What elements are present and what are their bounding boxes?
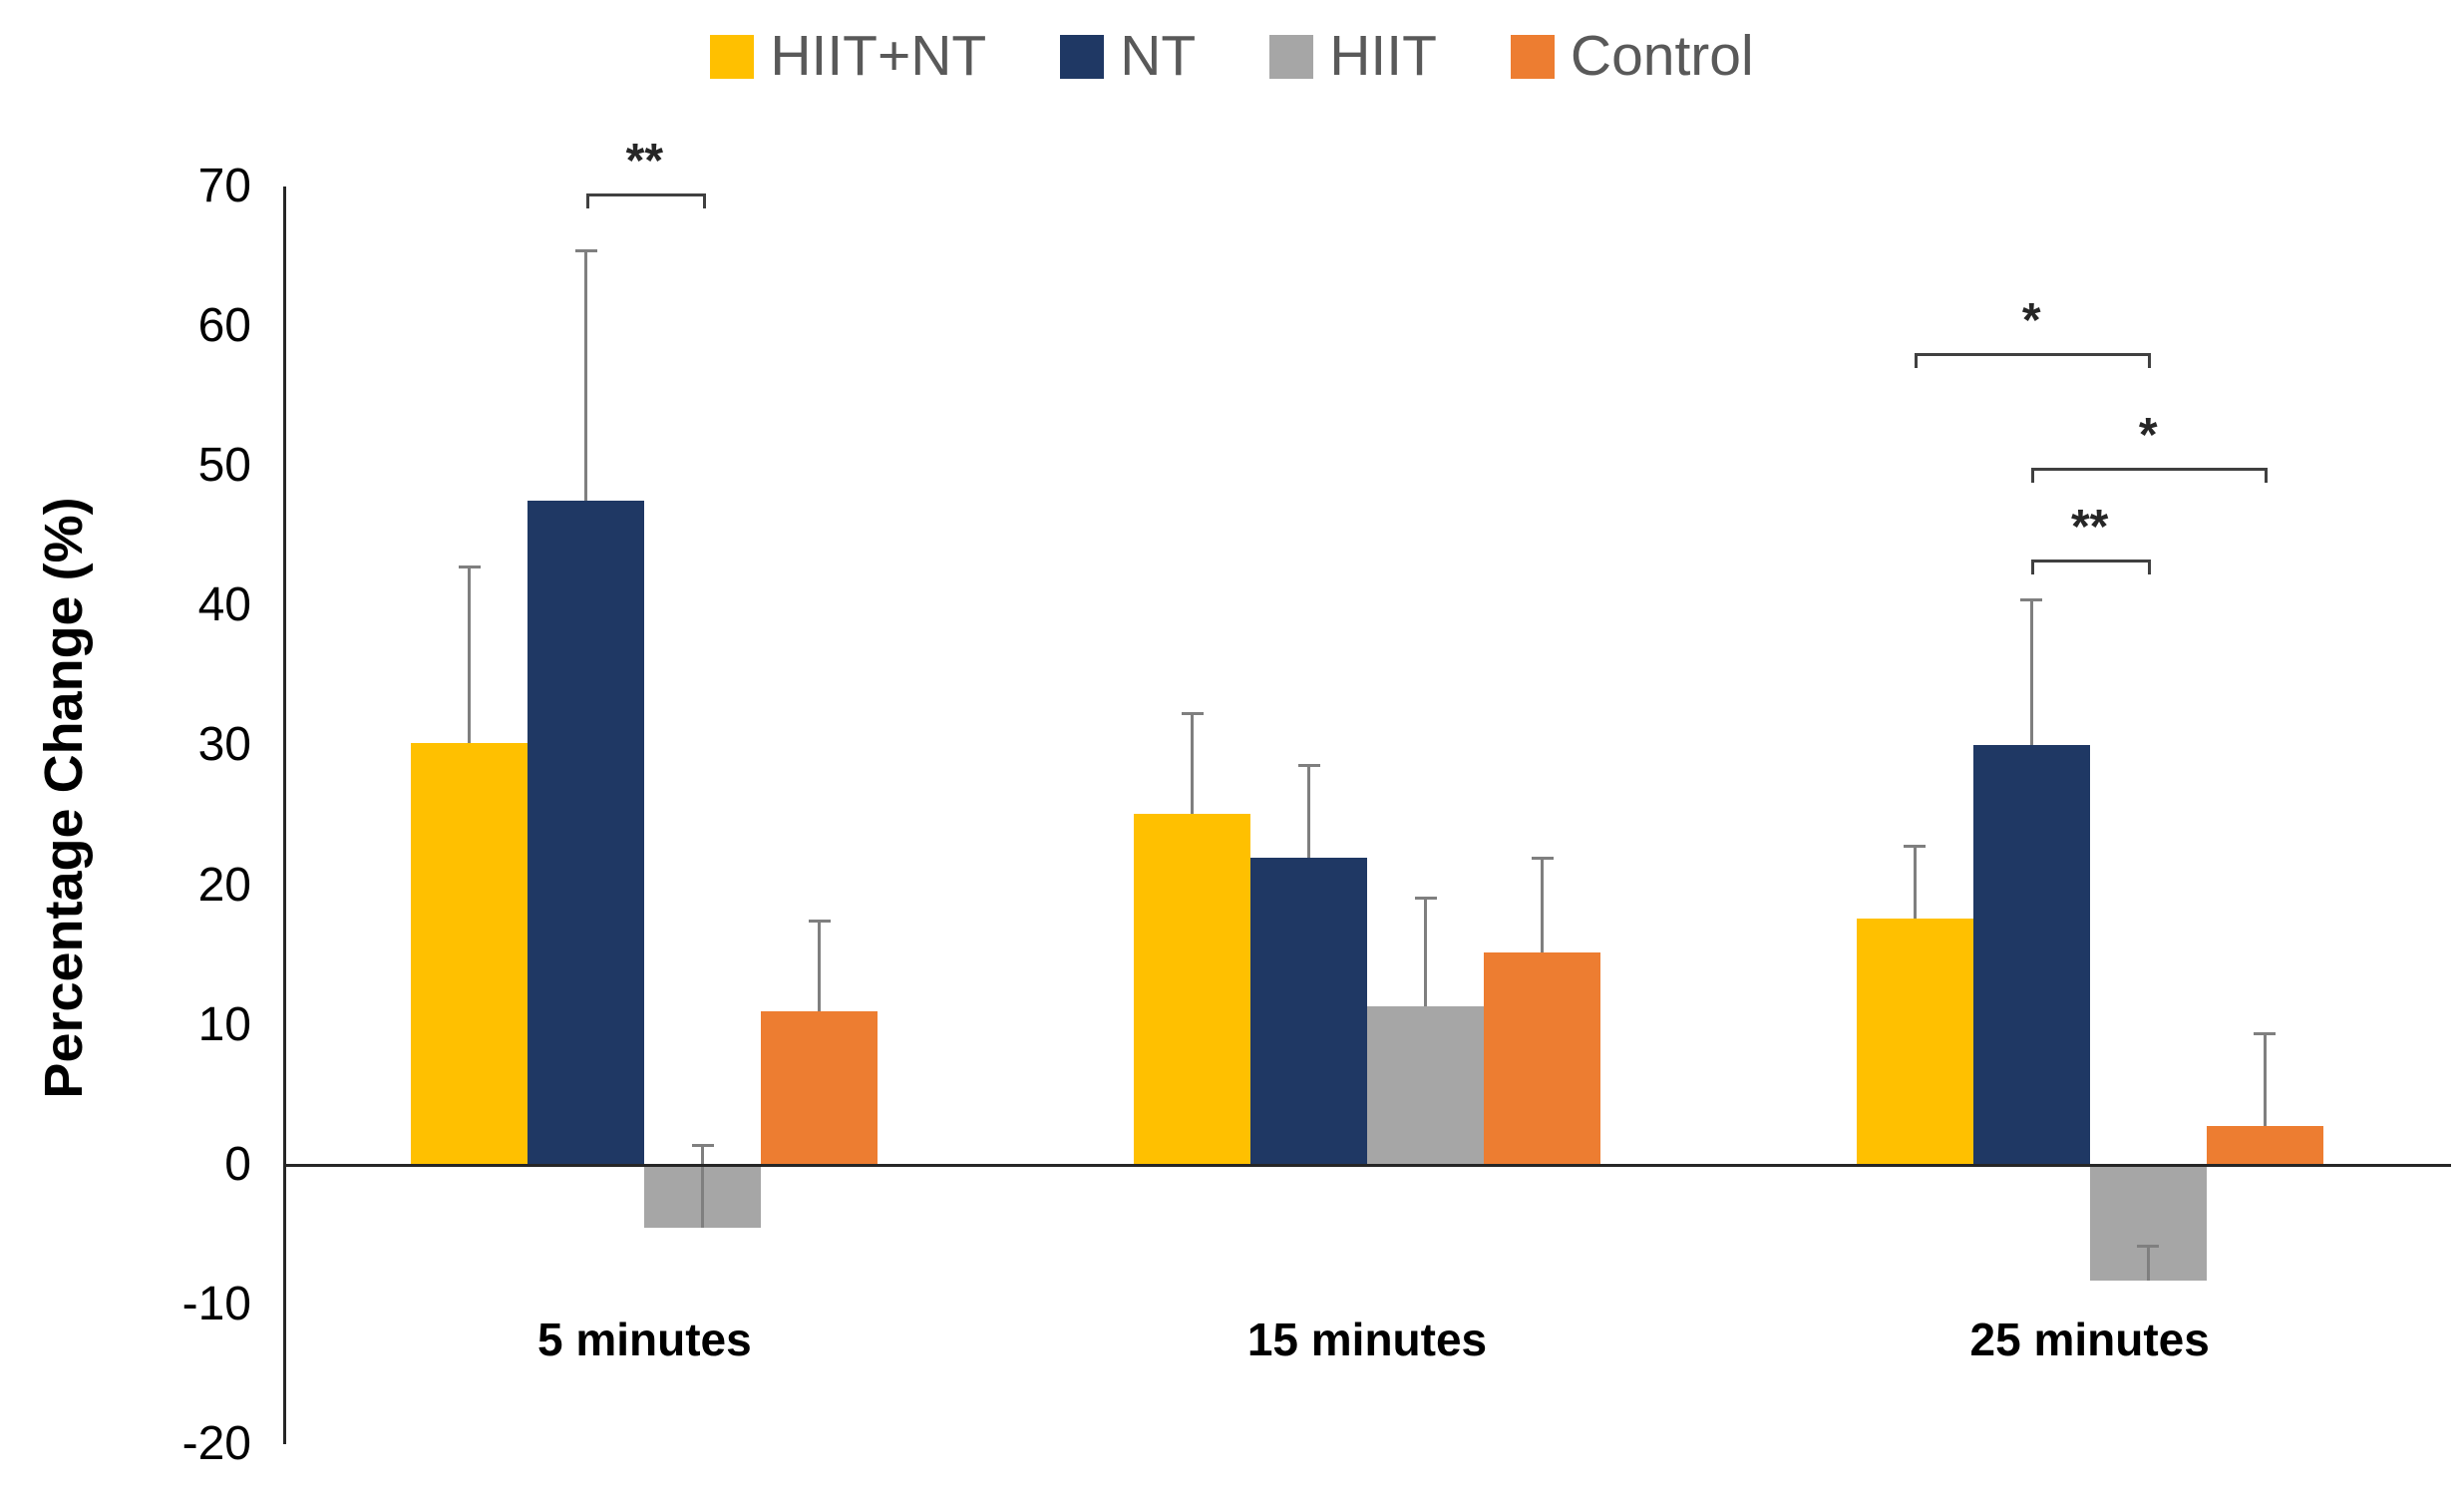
significance-bracket-tick <box>702 193 706 208</box>
legend-item-control: Control <box>1510 24 1754 88</box>
bar-nt <box>528 501 645 1165</box>
x-category-label: 25 minutes <box>1969 1314 2210 1365</box>
y-axis-line <box>283 187 286 1444</box>
x-category-label: 15 minutes <box>1246 1314 1488 1365</box>
bar-nt <box>1972 745 2090 1165</box>
error-bar-cap <box>1414 896 1437 900</box>
error-bar-cap <box>2254 1031 2277 1035</box>
significance-label: * <box>2138 408 2158 462</box>
significance-bracket <box>1915 352 2149 356</box>
y-tick-label: 50 <box>197 439 251 493</box>
error-bar-stem <box>468 566 472 743</box>
y-tick-label: -10 <box>181 1277 251 1330</box>
legend-swatch-icon <box>1060 34 1105 79</box>
error-bar-cap <box>1297 763 1320 767</box>
error-bar-stem <box>1541 858 1544 952</box>
bar-control <box>761 1010 879 1165</box>
legend-item-hiit: HIIT <box>1269 28 1437 85</box>
legend-swatch-icon <box>1510 34 1555 79</box>
bar-hiit-nt <box>1134 814 1250 1165</box>
error-bar-cap <box>1904 844 1927 848</box>
y-tick-label: 40 <box>197 578 251 632</box>
legend-swatch-icon <box>710 34 755 79</box>
error-bar-cap <box>458 564 481 568</box>
x-category-label: 5 minutes <box>536 1314 752 1365</box>
significance-bracket-tick <box>2031 467 2035 483</box>
error-bar-cap <box>1531 857 1554 861</box>
significance-label: * <box>2021 293 2041 347</box>
significance-label: ** <box>625 135 663 188</box>
error-bar-cap <box>2137 1244 2160 1248</box>
error-bar-stem <box>2029 599 2033 746</box>
significance-bracket <box>2031 467 2266 471</box>
significance-bracket-tick <box>2148 352 2152 368</box>
bar-control <box>2206 1125 2323 1165</box>
significance-bracket-tick <box>585 193 589 208</box>
error-bar-cap <box>691 1143 714 1147</box>
legend: HIIT+NT NT HIIT Control <box>0 28 2464 85</box>
error-bar-cap <box>1181 711 1204 715</box>
y-tick-label: 30 <box>197 718 251 772</box>
x-axis-line <box>283 1163 2451 1167</box>
error-bar-cap <box>2020 598 2043 602</box>
error-bar-cap <box>808 920 831 924</box>
error-bar-stem <box>584 250 588 502</box>
significance-bracket <box>2031 560 2149 564</box>
legend-label: NT <box>1120 24 1197 88</box>
error-bar-stem <box>818 921 822 1011</box>
bar-control <box>1484 951 1600 1165</box>
legend-item-nt: NT <box>1060 28 1196 85</box>
error-bar-cap <box>574 248 597 252</box>
legend-item-hiit-nt: HIIT+NT <box>710 28 986 85</box>
significance-bracket-tick <box>1915 352 1919 368</box>
error-bar-stem <box>2263 1033 2267 1126</box>
bar-hiit-nt <box>411 742 528 1165</box>
y-tick-label: -20 <box>181 1417 251 1470</box>
error-bar-stem <box>2146 1246 2150 1282</box>
bar-hiit-nt <box>1856 919 1973 1165</box>
significance-bracket-tick <box>2031 560 2035 575</box>
error-bar-stem <box>1913 846 1917 920</box>
y-tick-label: 70 <box>197 160 251 212</box>
error-bar-stem <box>1307 765 1310 858</box>
error-bar-stem <box>701 1145 705 1228</box>
legend-label: HIIT <box>1329 24 1437 88</box>
significance-bracket <box>585 193 703 196</box>
y-tick-label: 60 <box>197 299 251 353</box>
y-tick-label: 20 <box>197 858 251 912</box>
y-tick-label: 10 <box>197 997 251 1051</box>
significance-label: ** <box>2070 501 2109 555</box>
legend-label: HIIT+NT <box>770 24 987 88</box>
bar-nt <box>1250 857 1367 1165</box>
bar-hiit <box>1367 1006 1484 1165</box>
y-tick-label: 0 <box>224 1137 251 1191</box>
error-bar-stem <box>1191 713 1194 815</box>
significance-bracket-tick <box>2148 560 2152 575</box>
legend-label: Control <box>1570 24 1754 88</box>
error-bar-stem <box>1424 898 1427 1007</box>
legend-swatch-icon <box>1269 34 1314 79</box>
significance-bracket-tick <box>2265 467 2269 483</box>
